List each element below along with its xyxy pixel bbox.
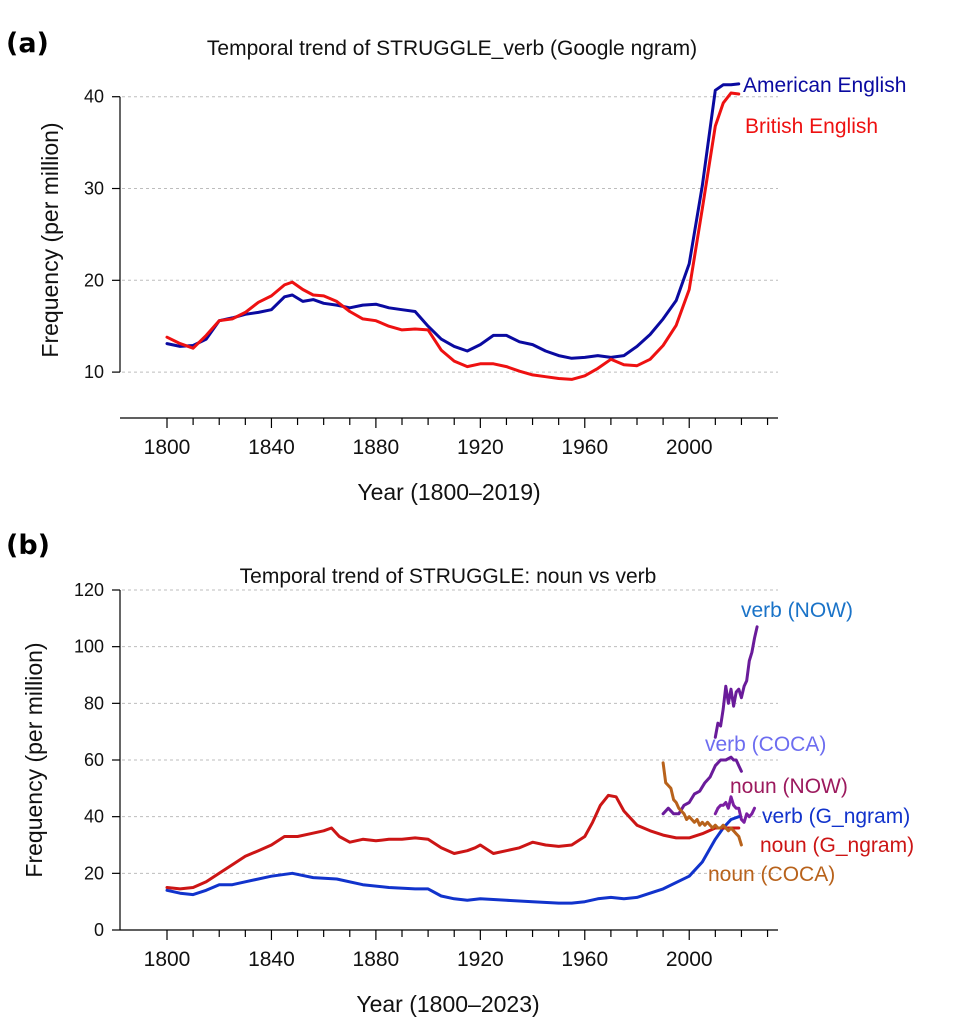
panel-b-series — [165, 625, 759, 905]
y-tick-label: 120 — [74, 580, 104, 600]
y-tick-label: 60 — [84, 750, 104, 770]
legend-verb-coca: verb (COCA) — [705, 733, 826, 756]
x-tick-label: 1800 — [144, 948, 191, 971]
series-line-verb-now — [713, 625, 759, 739]
panel-a-y-ticks: 10 20 30 40 — [84, 87, 121, 382]
panel-b-y-axis-label: Frequency (per million) — [21, 642, 47, 877]
x-tick-label: 1920 — [457, 948, 504, 971]
y-tick-label: 20 — [84, 270, 104, 290]
series-line-noun-coca — [661, 761, 743, 847]
panel-a-x-axis-label: Year (1800–2019) — [357, 479, 540, 505]
panel-b-label: (b) — [6, 530, 50, 561]
x-tick-label: 2000 — [666, 948, 713, 971]
panel-a-y-axis-label: Frequency (per million) — [37, 122, 63, 357]
x-tick-label: 1880 — [353, 948, 400, 971]
y-tick-label: 100 — [74, 637, 104, 657]
series-line-verb-coca — [661, 755, 743, 816]
series-line-noun-now — [713, 795, 756, 824]
x-tick-label: 1960 — [561, 948, 608, 971]
y-tick-label: 40 — [84, 807, 104, 827]
x-tick-label: 2000 — [666, 436, 713, 459]
legend-noun-g-ngram: noun (G_ngram) — [760, 834, 914, 857]
x-tick-label: 1880 — [353, 436, 400, 459]
series-line-noun-g-ngram — [165, 793, 741, 891]
series-line-verb-g-ngram — [165, 815, 741, 905]
legend-noun-coca: noun (COCA) — [708, 863, 835, 886]
y-tick-label: 10 — [84, 362, 104, 382]
panel-a-x-ticks: 1800 1840 1880 1920 1960 2000 — [144, 418, 769, 459]
panel-b-gridlines — [122, 589, 778, 874]
x-tick-label: 1840 — [248, 436, 295, 459]
panel-a-label: (a) — [6, 28, 49, 59]
legend-verb-g-ngram: verb (G_ngram) — [762, 805, 910, 828]
legend-verb-now: verb (NOW) — [741, 599, 853, 622]
panel-b-x-ticks: 1800 1840 1880 1920 1960 2000 — [144, 930, 769, 971]
panel-a-title: Temporal trend of STRUGGLE_verb (Google … — [207, 37, 697, 60]
panel-b-y-ticks: 0 20 40 60 80 100 120 — [74, 580, 121, 940]
legend-noun-now: noun (NOW) — [730, 775, 848, 798]
y-tick-label: 80 — [84, 693, 104, 713]
y-tick-label: 30 — [84, 179, 104, 199]
series-line-british-english — [165, 91, 741, 381]
x-tick-label: 1960 — [561, 436, 608, 459]
y-tick-label: 40 — [84, 87, 104, 107]
x-tick-label: 1840 — [248, 948, 295, 971]
panel-b-x-axis-label: Year (1800–2023) — [356, 991, 539, 1017]
panel-b: (b) Temporal trend of STRUGGLE: noun vs … — [6, 530, 914, 1017]
panel-a: (a) Temporal trend of STRUGGLE_verb (Goo… — [6, 28, 906, 505]
legend-american-english: American English — [743, 74, 906, 97]
panel-b-title: Temporal trend of STRUGGLE: noun vs verb — [240, 565, 657, 588]
panel-a-gridlines — [122, 96, 778, 373]
x-tick-label: 1800 — [144, 436, 191, 459]
x-tick-label: 1920 — [457, 436, 504, 459]
panel-a-series — [165, 82, 741, 381]
y-tick-label: 20 — [84, 863, 104, 883]
y-tick-label: 0 — [94, 920, 104, 940]
legend-british-english: British English — [745, 115, 878, 138]
series-line-american-english — [165, 82, 741, 360]
